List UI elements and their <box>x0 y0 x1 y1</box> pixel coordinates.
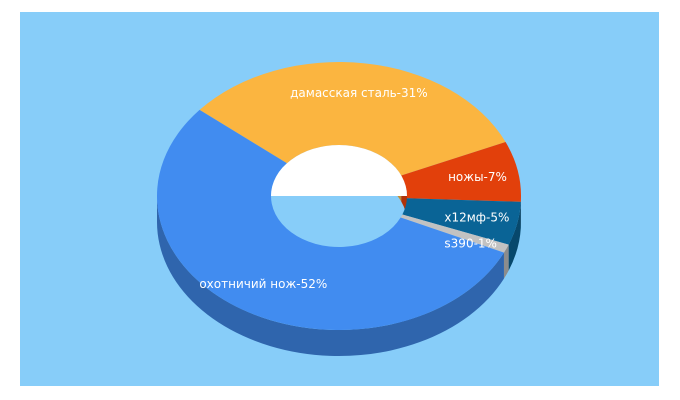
slice-side-х12мф <box>508 201 521 271</box>
slice-label-ножы: ножы-7% <box>448 170 507 184</box>
chart-slices <box>157 61 521 330</box>
slice-label-s390: s390-1% <box>444 237 497 251</box>
slice-дамасская-сталь[interactable] <box>199 61 506 176</box>
chart-sides <box>157 196 521 357</box>
chart-labels: дамасская сталь-31% ножы-7% х12мф-5% s390-1… <box>199 86 509 291</box>
slice-охотничий-нож[interactable] <box>157 109 504 330</box>
slice-side-s390 <box>503 244 509 279</box>
slice-label-х12мф: х12мф-5% <box>444 210 509 224</box>
slice-ножы[interactable] <box>401 142 521 202</box>
slice-s390[interactable] <box>400 214 509 253</box>
donut-chart: дамасская сталь-31% ножы-7% х12мф-5% s390-1… <box>20 12 659 386</box>
slice-label-дамасская-сталь: дамасская сталь-31% <box>290 86 428 100</box>
slice-х12мф[interactable] <box>402 198 521 245</box>
slice-label-охотничий-нож: охотничий нож-52% <box>199 277 327 291</box>
chart-panel: дамасская сталь-31% ножы-7% х12мф-5% s390-1… <box>20 12 659 386</box>
slice-side-охотничий-нож <box>157 196 504 357</box>
donut-hole-floor <box>271 145 407 196</box>
